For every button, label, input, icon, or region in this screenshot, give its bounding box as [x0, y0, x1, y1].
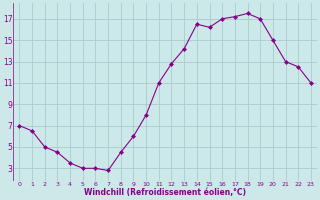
X-axis label: Windchill (Refroidissement éolien,°C): Windchill (Refroidissement éolien,°C) — [84, 188, 246, 197]
